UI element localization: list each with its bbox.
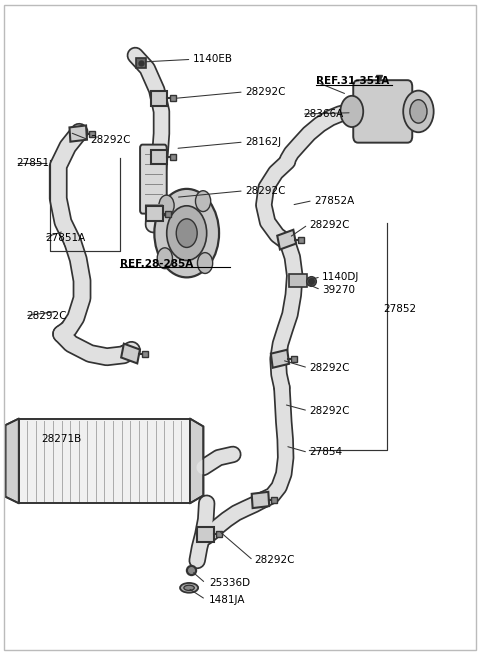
Bar [70, 125, 87, 141]
Text: 27854: 27854 [309, 447, 342, 457]
Circle shape [176, 219, 197, 248]
FancyBboxPatch shape [353, 80, 412, 143]
Circle shape [197, 253, 213, 273]
Text: 39270: 39270 [322, 285, 355, 295]
Bar [252, 492, 269, 508]
Text: 28366A: 28366A [303, 109, 343, 119]
Bar [19, 419, 190, 503]
Text: 27851: 27851 [16, 159, 49, 168]
Text: 28292C: 28292C [309, 219, 349, 230]
Text: 28271B: 28271B [41, 434, 81, 445]
Text: REF.28-285A: REF.28-285A [120, 259, 193, 269]
Text: 28292C: 28292C [254, 555, 295, 565]
Circle shape [340, 96, 363, 127]
Polygon shape [5, 419, 19, 503]
Text: 28292C: 28292C [309, 406, 349, 416]
Bar [146, 206, 163, 221]
Circle shape [195, 191, 211, 212]
Text: 28292C: 28292C [309, 363, 349, 373]
Bar [277, 230, 296, 250]
Text: 28292C: 28292C [245, 186, 285, 196]
Text: 25336D: 25336D [209, 578, 250, 588]
Bar [271, 350, 289, 367]
Circle shape [410, 100, 427, 123]
Polygon shape [190, 419, 204, 503]
Text: 1140DJ: 1140DJ [322, 272, 359, 282]
FancyBboxPatch shape [140, 145, 167, 214]
Bar [289, 274, 307, 287]
Text: 1481JA: 1481JA [209, 595, 246, 605]
Text: 28292C: 28292C [26, 310, 66, 321]
Text: 28162J: 28162J [245, 137, 281, 147]
Ellipse shape [184, 585, 194, 590]
Text: REF.31-351A: REF.31-351A [316, 77, 389, 86]
Text: 27851A: 27851A [45, 233, 85, 243]
Bar [121, 344, 140, 364]
Text: 1140EB: 1140EB [192, 54, 232, 64]
Text: 27852A: 27852A [314, 196, 354, 206]
Circle shape [157, 248, 172, 269]
Text: 28292C: 28292C [90, 135, 131, 145]
Circle shape [155, 189, 219, 277]
Circle shape [167, 206, 207, 261]
Circle shape [159, 195, 174, 216]
Text: 27852: 27852 [383, 305, 416, 314]
Bar [197, 527, 214, 542]
Bar [151, 91, 168, 105]
Ellipse shape [180, 583, 198, 593]
Bar [151, 150, 168, 164]
Circle shape [403, 90, 433, 132]
Text: 28292C: 28292C [245, 87, 285, 97]
